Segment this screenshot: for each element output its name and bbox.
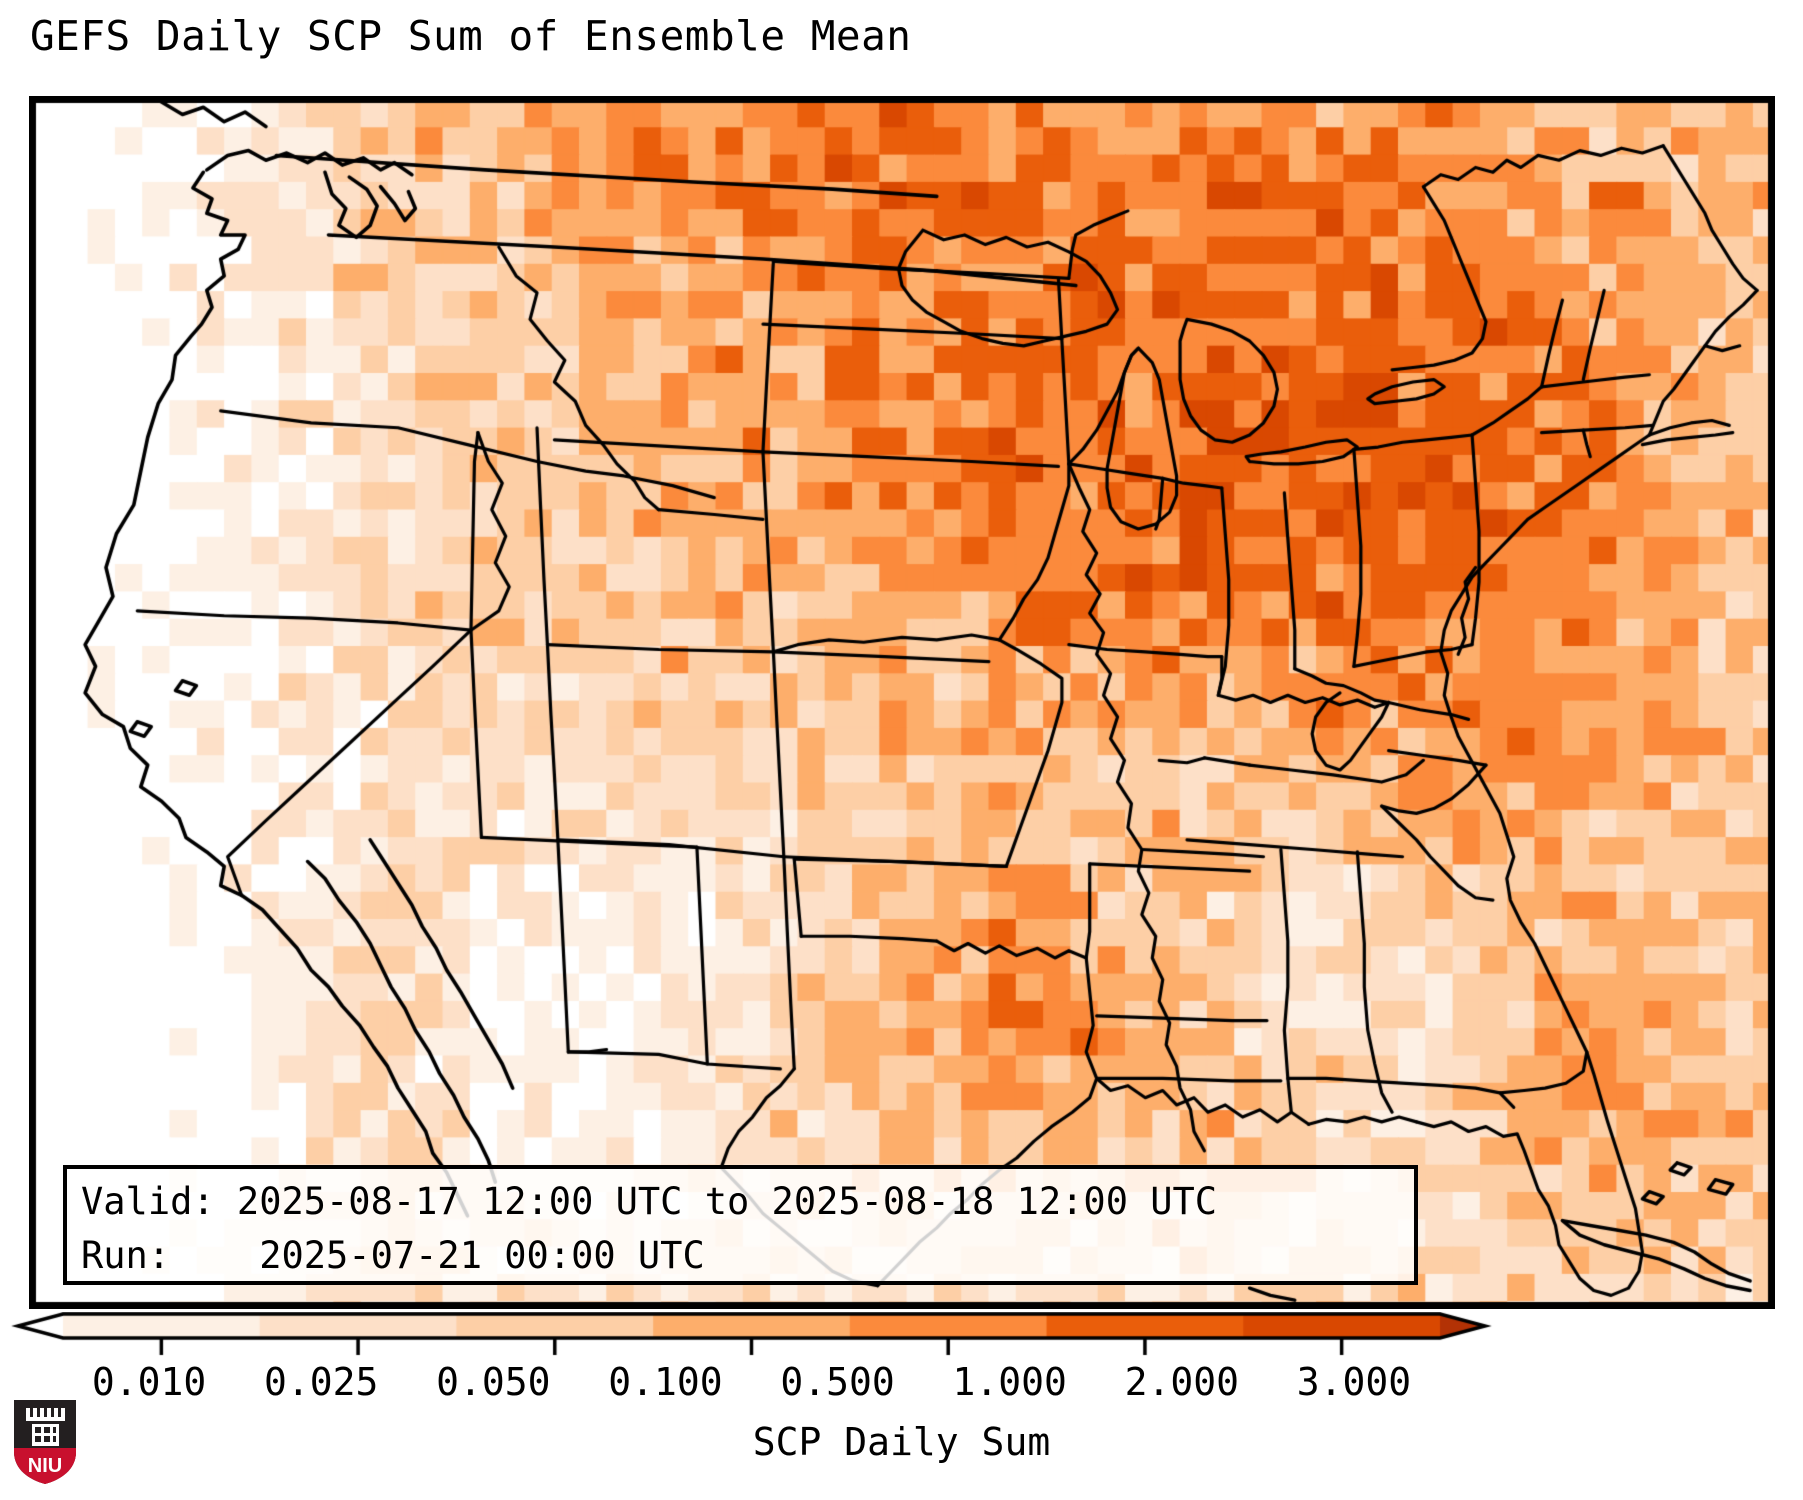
- valid-run-info-box: Valid: 2025-08-17 12:00 UTC to 2025-08-1…: [63, 1165, 1418, 1285]
- colorbar-tick-4: 0.500: [780, 1360, 895, 1404]
- niu-logo: NIU: [14, 1400, 76, 1484]
- colorbar-axis-label: SCP Daily Sum: [752, 1420, 1051, 1464]
- colorbar-tick-6: 2.000: [1124, 1360, 1240, 1404]
- colorbar-tick-1: 0.025: [263, 1360, 379, 1404]
- colorbar-tick-3: 0.100: [608, 1360, 723, 1404]
- run-time-text: Run: 2025-07-21 00:00 UTC: [81, 1234, 705, 1277]
- valid-time-text: Valid: 2025-08-17 12:00 UTC to 2025-08-1…: [81, 1180, 1218, 1223]
- colorbar-tick-7: 3.000: [1296, 1360, 1412, 1404]
- map-heatmap-canvas: [33, 100, 1771, 1305]
- colorbar-tick-0: 0.010: [91, 1360, 207, 1404]
- map-plot-area: [29, 96, 1775, 1309]
- colorbar-tick-5: 1.000: [952, 1360, 1067, 1404]
- colorbar-tick-labels: 0.010 0.025 0.050 0.100 0.500 1.000 2.000 3.000: [0, 1360, 1803, 1416]
- colorbar: [0, 1312, 1803, 1372]
- colorbar-swatches: [0, 1312, 1803, 1372]
- niu-logo-text: NIU: [28, 1455, 62, 1477]
- page-title: GEFS Daily SCP Sum of Ensemble Mean: [30, 12, 912, 60]
- colorbar-tick-2: 0.050: [436, 1360, 551, 1404]
